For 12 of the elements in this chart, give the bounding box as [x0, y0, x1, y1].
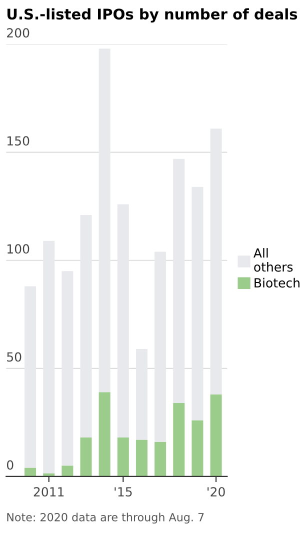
- x-tick-label: '15: [114, 487, 132, 497]
- y-tick-label: 150: [8, 136, 30, 146]
- y-tick-label: 50: [7, 352, 22, 362]
- chart-title: U.S.-listed IPOs by number of deals: [7, 8, 298, 23]
- legend-label: Biotech: [254, 278, 300, 288]
- y-tick-label: 100: [8, 244, 30, 254]
- text: Note: 2020 data are through Aug. 7: [7, 512, 204, 524]
- legend-label: All others: [254, 248, 293, 272]
- x-tick-label: '20: [208, 487, 225, 497]
- y-tick-label: 200: [7, 28, 30, 38]
- y-tick-label: 0: [6, 460, 14, 470]
- x-tick-label: 2011: [34, 487, 64, 497]
